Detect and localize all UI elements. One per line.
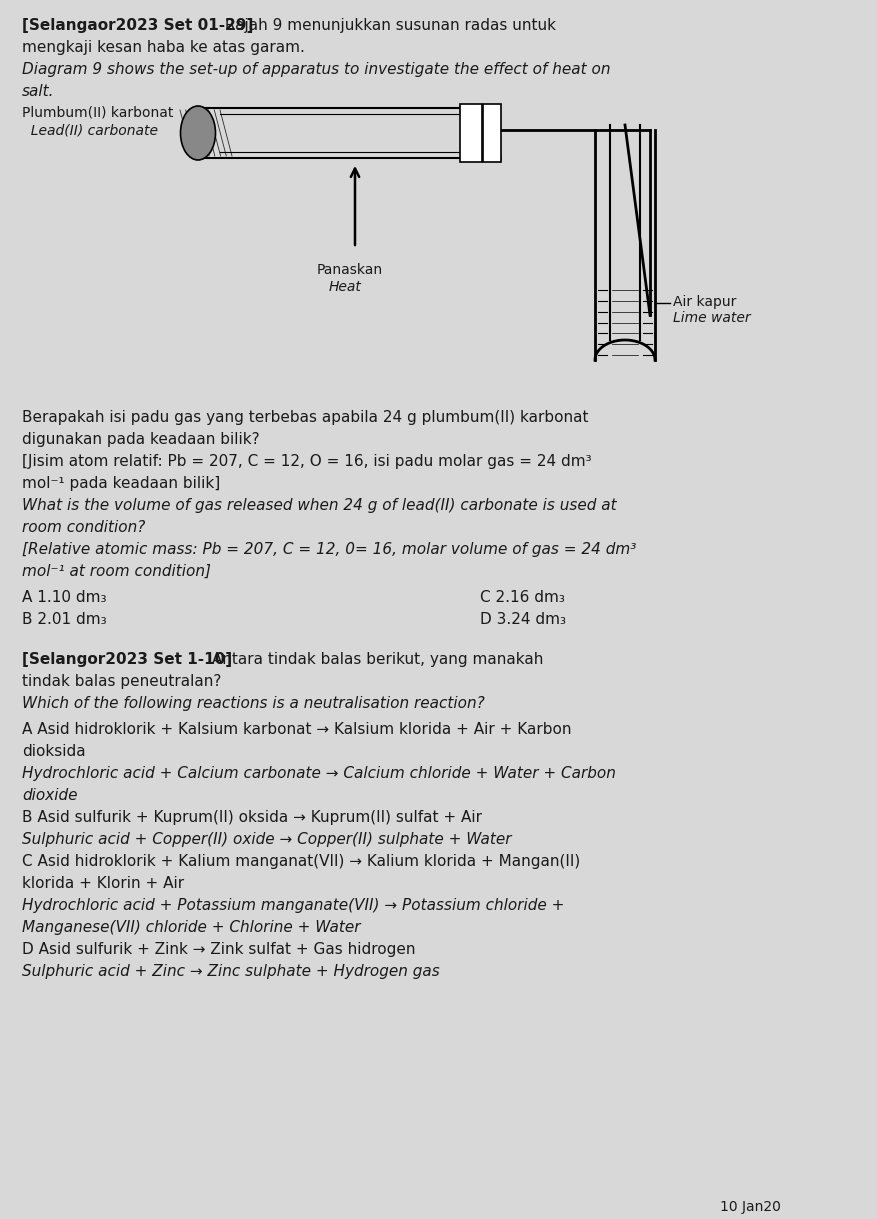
Text: B Asid sulfurik + Kuprum(II) oksida → Kuprum(II) sulfat + Air: B Asid sulfurik + Kuprum(II) oksida → Ku… (22, 809, 482, 825)
Text: mol⁻¹ at room condition]: mol⁻¹ at room condition] (22, 564, 211, 579)
Bar (483, 104, 501, 162)
Text: mengkaji kesan haba ke atas garam.: mengkaji kesan haba ke atas garam. (22, 40, 305, 55)
Text: C 2.16 dm₃: C 2.16 dm₃ (480, 590, 565, 605)
Text: Panaskan: Panaskan (317, 263, 383, 277)
Text: A 1.10 dm₃: A 1.10 dm₃ (22, 590, 106, 605)
Text: Lime water: Lime water (673, 311, 751, 325)
Text: salt.: salt. (22, 84, 54, 99)
Text: room condition?: room condition? (22, 521, 146, 535)
Text: digunakan pada keadaan bilik?: digunakan pada keadaan bilik? (22, 432, 260, 447)
Text: dioxide: dioxide (22, 787, 77, 803)
Text: Lead(II) carbonate: Lead(II) carbonate (22, 124, 158, 138)
Text: Air kapur: Air kapur (673, 295, 737, 308)
Text: What is the volume of gas released when 24 g of lead(II) carbonate is used at: What is the volume of gas released when … (22, 499, 617, 513)
Text: Hydrochloric acid + Calcium carbonate → Calcium chloride + Water + Carbon: Hydrochloric acid + Calcium carbonate → … (22, 766, 616, 781)
Text: Sulphuric acid + Copper(II) oxide → Copper(II) sulphate + Water: Sulphuric acid + Copper(II) oxide → Copp… (22, 833, 511, 847)
Text: C Asid hidroklorik + Kalium manganat(VII) → Kalium klorida + Mangan(II): C Asid hidroklorik + Kalium manganat(VII… (22, 855, 581, 869)
Bar (460, 104, 482, 162)
Text: Plumbum(II) karbonat: Plumbum(II) karbonat (22, 106, 174, 119)
Text: Berapakah isi padu gas yang terbebas apabila 24 g plumbum(II) karbonat: Berapakah isi padu gas yang terbebas apa… (22, 410, 588, 425)
Ellipse shape (181, 106, 216, 160)
Text: [Relative atomic mass: Pb = 207, C = 12, 0= 16, molar volume of gas = 24 dm³: [Relative atomic mass: Pb = 207, C = 12,… (22, 542, 637, 557)
Text: 10 Jan20: 10 Jan20 (720, 1199, 781, 1214)
Text: B 2.01 dm₃: B 2.01 dm₃ (22, 612, 107, 627)
Text: mol⁻¹ pada keadaan bilik]: mol⁻¹ pada keadaan bilik] (22, 475, 220, 491)
Text: tindak balas peneutralan?: tindak balas peneutralan? (22, 674, 221, 689)
Text: Heat: Heat (329, 280, 362, 294)
Text: Sulphuric acid + Zinc → Zinc sulphate + Hydrogen gas: Sulphuric acid + Zinc → Zinc sulphate + … (22, 964, 439, 979)
Text: Diagram 9 shows the set-up of apparatus to investigate the effect of heat on: Diagram 9 shows the set-up of apparatus … (22, 62, 610, 77)
Text: Manganese(VII) chloride + Chlorine + Water: Manganese(VII) chloride + Chlorine + Wat… (22, 920, 360, 935)
Text: dioksida: dioksida (22, 744, 86, 759)
Text: Rajah 9 menunjukkan susunan radas untuk: Rajah 9 menunjukkan susunan radas untuk (220, 18, 556, 33)
Text: [Selangor2023 Set 1-10]: [Selangor2023 Set 1-10] (22, 652, 232, 667)
Text: klorida + Klorin + Air: klorida + Klorin + Air (22, 876, 184, 891)
Text: Hydrochloric acid + Potassium manganate(VII) → Potassium chloride +: Hydrochloric acid + Potassium manganate(… (22, 898, 565, 913)
Text: D 3.24 dm₃: D 3.24 dm₃ (480, 612, 566, 627)
Text: Antara tindak balas berikut, yang manakah: Antara tindak balas berikut, yang manaka… (207, 652, 544, 667)
Text: [Selangaor2023 Set 01-29]: [Selangaor2023 Set 01-29] (22, 18, 253, 33)
Text: [Jisim atom relatif: Pb = 207, C = 12, O = 16, isi padu molar gas = 24 dm³: [Jisim atom relatif: Pb = 207, C = 12, O… (22, 453, 592, 469)
Text: A Asid hidroklorik + Kalsium karbonat → Kalsium klorida + Air + Karbon: A Asid hidroklorik + Kalsium karbonat → … (22, 722, 572, 737)
Text: D Asid sulfurik + Zink → Zink sulfat + Gas hidrogen: D Asid sulfurik + Zink → Zink sulfat + G… (22, 942, 416, 957)
Text: Which of the following reactions is a neutralisation reaction?: Which of the following reactions is a ne… (22, 696, 485, 711)
